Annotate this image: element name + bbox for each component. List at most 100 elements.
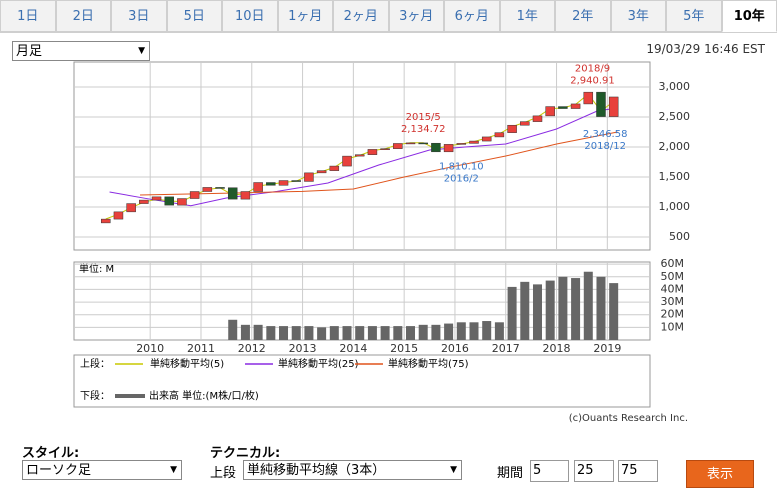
- candle: [380, 148, 390, 150]
- candle: [113, 211, 124, 220]
- annotation: 2,134.72: [401, 124, 446, 135]
- candle: [126, 203, 136, 213]
- period-tab[interactable]: 1年: [499, 0, 555, 32]
- volume-bar: [266, 326, 276, 340]
- period-tab[interactable]: 2日: [55, 0, 111, 32]
- candle: [342, 155, 352, 167]
- period-tab[interactable]: 5日: [166, 0, 222, 32]
- y-tick-label: 500: [669, 230, 690, 243]
- x-tick-label: 2010: [136, 342, 164, 355]
- style-select[interactable]: ローソク足: [22, 460, 182, 480]
- y-tick-label: 3,000: [659, 80, 691, 93]
- legend-upper: 上段：: [80, 357, 110, 370]
- y-tick-label: 60M: [661, 257, 685, 270]
- candle: [532, 115, 543, 122]
- annotation: 2016/2: [444, 173, 479, 184]
- period-label: 期間: [497, 466, 524, 481]
- volume-bar: [329, 326, 339, 340]
- candle: [253, 182, 263, 192]
- legend-lower: 下段：: [80, 389, 110, 402]
- candle: [443, 144, 454, 153]
- ma-line: [109, 107, 618, 207]
- period-tab[interactable]: 1ヶ月: [277, 0, 333, 32]
- y-tick-label: 50M: [661, 270, 685, 283]
- y-tick-label: 20M: [661, 308, 685, 321]
- volume-bar: [507, 286, 517, 340]
- candle: [304, 172, 314, 182]
- x-tick-label: 2012: [238, 342, 266, 355]
- x-tick-label: 2017: [492, 342, 520, 355]
- legend-label: 出来高 単位:(M株/口/枚): [149, 389, 259, 402]
- volume-bar: [317, 327, 327, 340]
- volume-bar: [304, 326, 314, 340]
- annotation: 1,810.10: [439, 161, 484, 172]
- candle: [558, 106, 568, 109]
- y-tick-label: 30M: [661, 295, 685, 308]
- volume-bar: [291, 326, 301, 340]
- y-tick-label: 1,500: [659, 170, 691, 183]
- timestamp: 19/03/29 16:46 EST: [646, 42, 765, 56]
- legend-label: 単純移動平均(75): [388, 357, 469, 370]
- candle: [456, 143, 467, 145]
- volume-bar: [431, 324, 441, 340]
- y-tick-label: 2,000: [659, 140, 691, 153]
- candle: [354, 154, 365, 157]
- style-label: スタイル:: [22, 446, 80, 461]
- period-tab[interactable]: 5年: [666, 0, 722, 32]
- period-tab[interactable]: 3ヶ月: [388, 0, 444, 32]
- legend-label: 単純移動平均(5): [150, 357, 224, 370]
- annotation: 2,346.58: [583, 129, 628, 140]
- candle: [227, 187, 238, 200]
- candle: [266, 182, 276, 186]
- x-tick-label: 2015: [390, 342, 418, 355]
- y-tick-label: 10M: [661, 320, 685, 333]
- technical-select[interactable]: 単純移動平均線（3本）: [243, 460, 462, 480]
- period-select[interactable]: 月足: [12, 41, 150, 61]
- annotation: 2015/5: [406, 112, 441, 123]
- x-tick-label: 2016: [441, 342, 469, 355]
- upper-label: 上段: [210, 466, 237, 481]
- volume-bar: [482, 321, 492, 340]
- candle: [329, 165, 340, 171]
- period-tab[interactable]: 3年: [610, 0, 666, 32]
- volume-bar: [609, 283, 619, 340]
- x-tick-label: 2013: [289, 342, 317, 355]
- volume-bar: [469, 322, 479, 340]
- candle: [202, 187, 213, 192]
- period-tab[interactable]: 10年: [721, 0, 777, 32]
- volume-bar: [596, 276, 606, 340]
- x-tick-label: 2019: [593, 342, 621, 355]
- volume-bar: [444, 323, 454, 340]
- volume-bar: [545, 280, 555, 340]
- annotation: 2,940.91: [570, 76, 615, 87]
- period-tab[interactable]: 6ヶ月: [444, 0, 500, 32]
- candle: [100, 218, 111, 224]
- period-tab[interactable]: 2年: [555, 0, 611, 32]
- period-input[interactable]: 5: [530, 460, 569, 482]
- x-tick-label: 2014: [339, 342, 367, 355]
- candle: [291, 180, 301, 182]
- legend-label: 単純移動平均(25): [278, 357, 359, 370]
- candle: [139, 199, 149, 204]
- price-frame: [73, 61, 651, 251]
- candle: [240, 191, 251, 200]
- x-tick-label: 2018: [543, 342, 571, 355]
- candle: [431, 142, 441, 153]
- volume-bar: [456, 322, 466, 340]
- period-tab[interactable]: 10日: [222, 0, 278, 32]
- volume-bar: [253, 324, 263, 340]
- show-button[interactable]: 表示: [686, 460, 754, 488]
- y-tick-label: 2,500: [659, 110, 691, 123]
- period-tab[interactable]: 2ヶ月: [333, 0, 389, 32]
- volume-bar: [583, 271, 593, 340]
- candle: [177, 198, 187, 206]
- period-tab[interactable]: 1日: [0, 0, 56, 32]
- period-tab[interactable]: 3日: [111, 0, 167, 32]
- candle: [418, 142, 428, 145]
- period-input[interactable]: 75: [618, 460, 658, 482]
- volume-bar: [558, 276, 568, 340]
- candle: [469, 140, 479, 144]
- period-input[interactable]: 25: [574, 460, 614, 482]
- ma-line: [140, 131, 618, 196]
